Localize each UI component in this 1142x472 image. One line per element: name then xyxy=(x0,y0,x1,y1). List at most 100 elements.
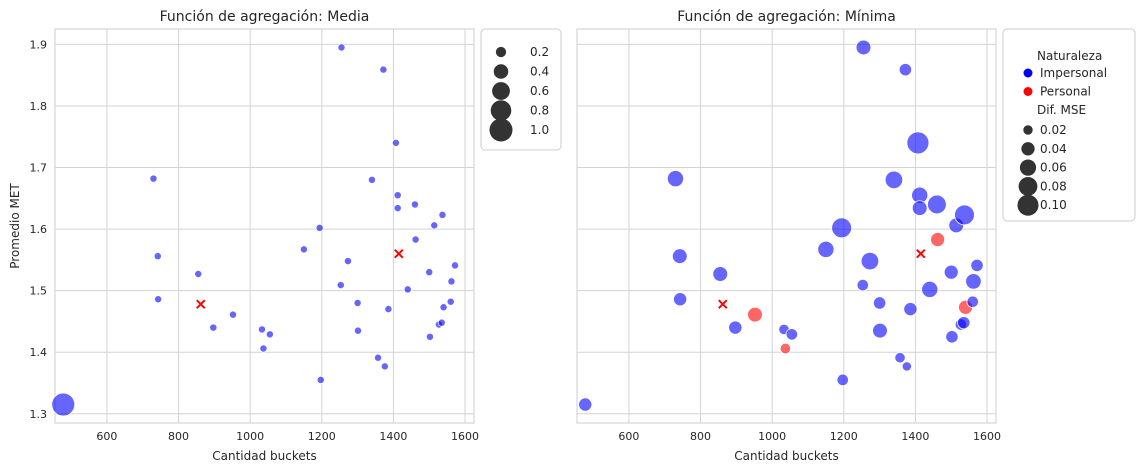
data-point xyxy=(957,316,971,330)
x-marker-stroke xyxy=(916,248,926,259)
data-point xyxy=(943,264,959,280)
data-point xyxy=(228,310,238,319)
legend-size-marker xyxy=(1018,177,1038,196)
y-tick-label: 1.5 xyxy=(30,285,48,298)
data-point xyxy=(673,292,688,307)
data-point xyxy=(373,353,383,362)
data-point xyxy=(438,210,447,219)
legend-size-marker xyxy=(489,118,513,142)
data-point xyxy=(785,328,799,341)
data-point xyxy=(437,318,446,327)
x-tick-label: 800 xyxy=(168,430,189,443)
x-tick-label: 1600 xyxy=(451,430,479,443)
data-point xyxy=(425,268,434,277)
data-point xyxy=(450,261,460,270)
data-point xyxy=(906,131,930,155)
legend: Naturaleza Dif. MSE Impersonal Personal 0… xyxy=(1002,28,1136,222)
data-point xyxy=(149,174,158,183)
data-point xyxy=(856,278,869,292)
data-point xyxy=(153,252,162,261)
scatter-panel-media: 600 800 1000 1200 1400 1600 1.3 1.4 1.5 1.6 1.7 1.… xyxy=(8,9,562,463)
legend-size-label: 0.06 xyxy=(1040,161,1067,175)
data-point xyxy=(384,305,393,314)
data-point xyxy=(447,277,456,286)
plot-area xyxy=(54,28,475,424)
legend-box xyxy=(1002,28,1136,222)
data-point xyxy=(51,392,76,417)
data-point xyxy=(872,296,887,310)
legend-size-label: 0.08 xyxy=(1040,179,1067,193)
data-point xyxy=(391,138,400,147)
legend-size-marker xyxy=(490,100,512,121)
legend-size-label: 1.0 xyxy=(530,123,549,137)
data-point xyxy=(945,330,959,344)
data-point xyxy=(860,251,880,271)
y-tick-label: 1.7 xyxy=(30,162,48,175)
y-tick-label: 1.8 xyxy=(30,100,48,113)
y-tick-label: 1.3 xyxy=(30,408,48,421)
x-marker xyxy=(718,299,728,309)
y-tick-label: 1.4 xyxy=(30,346,48,359)
data-point xyxy=(921,280,939,298)
data-point xyxy=(353,326,363,335)
legend-size-label: 0.2 xyxy=(530,45,549,59)
data-point xyxy=(747,306,763,323)
data-point xyxy=(965,273,982,290)
data-point xyxy=(337,43,346,52)
data-point xyxy=(393,191,402,200)
x-tick-label: 1000 xyxy=(236,430,264,443)
data-point xyxy=(257,325,267,334)
x-tick-label: 800 xyxy=(690,430,711,443)
data-point xyxy=(779,342,792,355)
data-point xyxy=(855,39,872,56)
data-point xyxy=(316,375,325,384)
data-point xyxy=(380,362,389,371)
scatter-panel-minima: 600 800 1000 1200 1400 1600 Función de agrega… xyxy=(576,9,1136,463)
y-tick-label: 1.9 xyxy=(30,38,48,51)
data-point xyxy=(430,221,439,230)
data-point xyxy=(894,352,906,364)
x-marker-stroke xyxy=(718,299,728,309)
legend-hue-label: Personal xyxy=(1040,85,1091,99)
chart-title: Función de agregación: Mínima xyxy=(677,9,896,25)
legend-size-marker xyxy=(493,64,509,79)
data-point xyxy=(446,297,455,306)
y-tick-label: 1.6 xyxy=(30,223,48,236)
data-point xyxy=(194,269,203,279)
data-point xyxy=(578,397,593,412)
data-point xyxy=(930,232,946,247)
legend-size-title: Dif. MSE xyxy=(1037,103,1086,117)
data-point xyxy=(209,323,218,332)
legend-size-marker xyxy=(1021,142,1035,156)
data-point xyxy=(712,266,729,282)
legend-size-label: 0.4 xyxy=(530,65,549,79)
data-point xyxy=(903,302,918,317)
data-point xyxy=(265,330,274,339)
x-tick-label: 600 xyxy=(618,430,639,443)
legend-size-marker xyxy=(1017,194,1039,216)
data-point xyxy=(410,200,419,209)
legend: 0.2 0.4 0.6 0.8 1.0 xyxy=(480,28,562,151)
x-axis-label: Cantidad buckets xyxy=(734,449,838,463)
x-marker-stroke xyxy=(394,248,404,259)
legend-size-marker xyxy=(1023,125,1033,135)
data-point xyxy=(728,320,743,335)
x-tick-label: 600 xyxy=(96,430,117,443)
legend-size-label: 0.6 xyxy=(530,84,549,98)
x-marker xyxy=(916,248,926,259)
data-point xyxy=(970,258,984,273)
x-tick-label: 1400 xyxy=(901,430,929,443)
data-point xyxy=(927,194,947,215)
data-point xyxy=(393,204,402,213)
legend-size-marker xyxy=(1019,159,1037,176)
data-point xyxy=(154,295,163,304)
x-marker xyxy=(394,248,404,259)
x-axis-label: Cantidad buckets xyxy=(212,449,316,463)
legend-hue-title: Naturaleza xyxy=(1037,49,1102,63)
data-point xyxy=(836,373,849,387)
data-point xyxy=(425,332,434,341)
x-tick-label: 1400 xyxy=(379,430,407,443)
x-tick-label: 1200 xyxy=(830,430,858,443)
legend-size-label: 0.04 xyxy=(1040,142,1067,156)
